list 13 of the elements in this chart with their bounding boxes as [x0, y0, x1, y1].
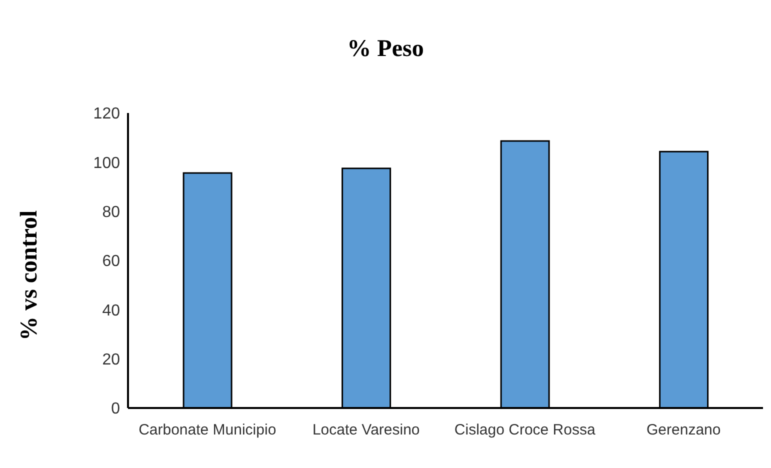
y-tick-label: 60 [102, 253, 120, 270]
y-tick-label: 40 [102, 302, 120, 320]
y-tick-label: 80 [102, 204, 120, 222]
x-tick-label: Carbonate Municipio [138, 422, 276, 439]
y-tick-label: 20 [102, 352, 120, 369]
y-axis-title: % vs control [16, 210, 43, 340]
x-tick-label: Cislago Croce Rossa [454, 422, 596, 439]
y-tick-label: 100 [93, 154, 120, 172]
x-tick-label: Gerenzano [646, 422, 721, 439]
chart-title: % Peso [346, 36, 425, 63]
y-tick-label: 0 [111, 400, 120, 418]
x-tick-label: Locate Varesino [312, 422, 420, 439]
y-tick-label: 120 [93, 106, 120, 123]
